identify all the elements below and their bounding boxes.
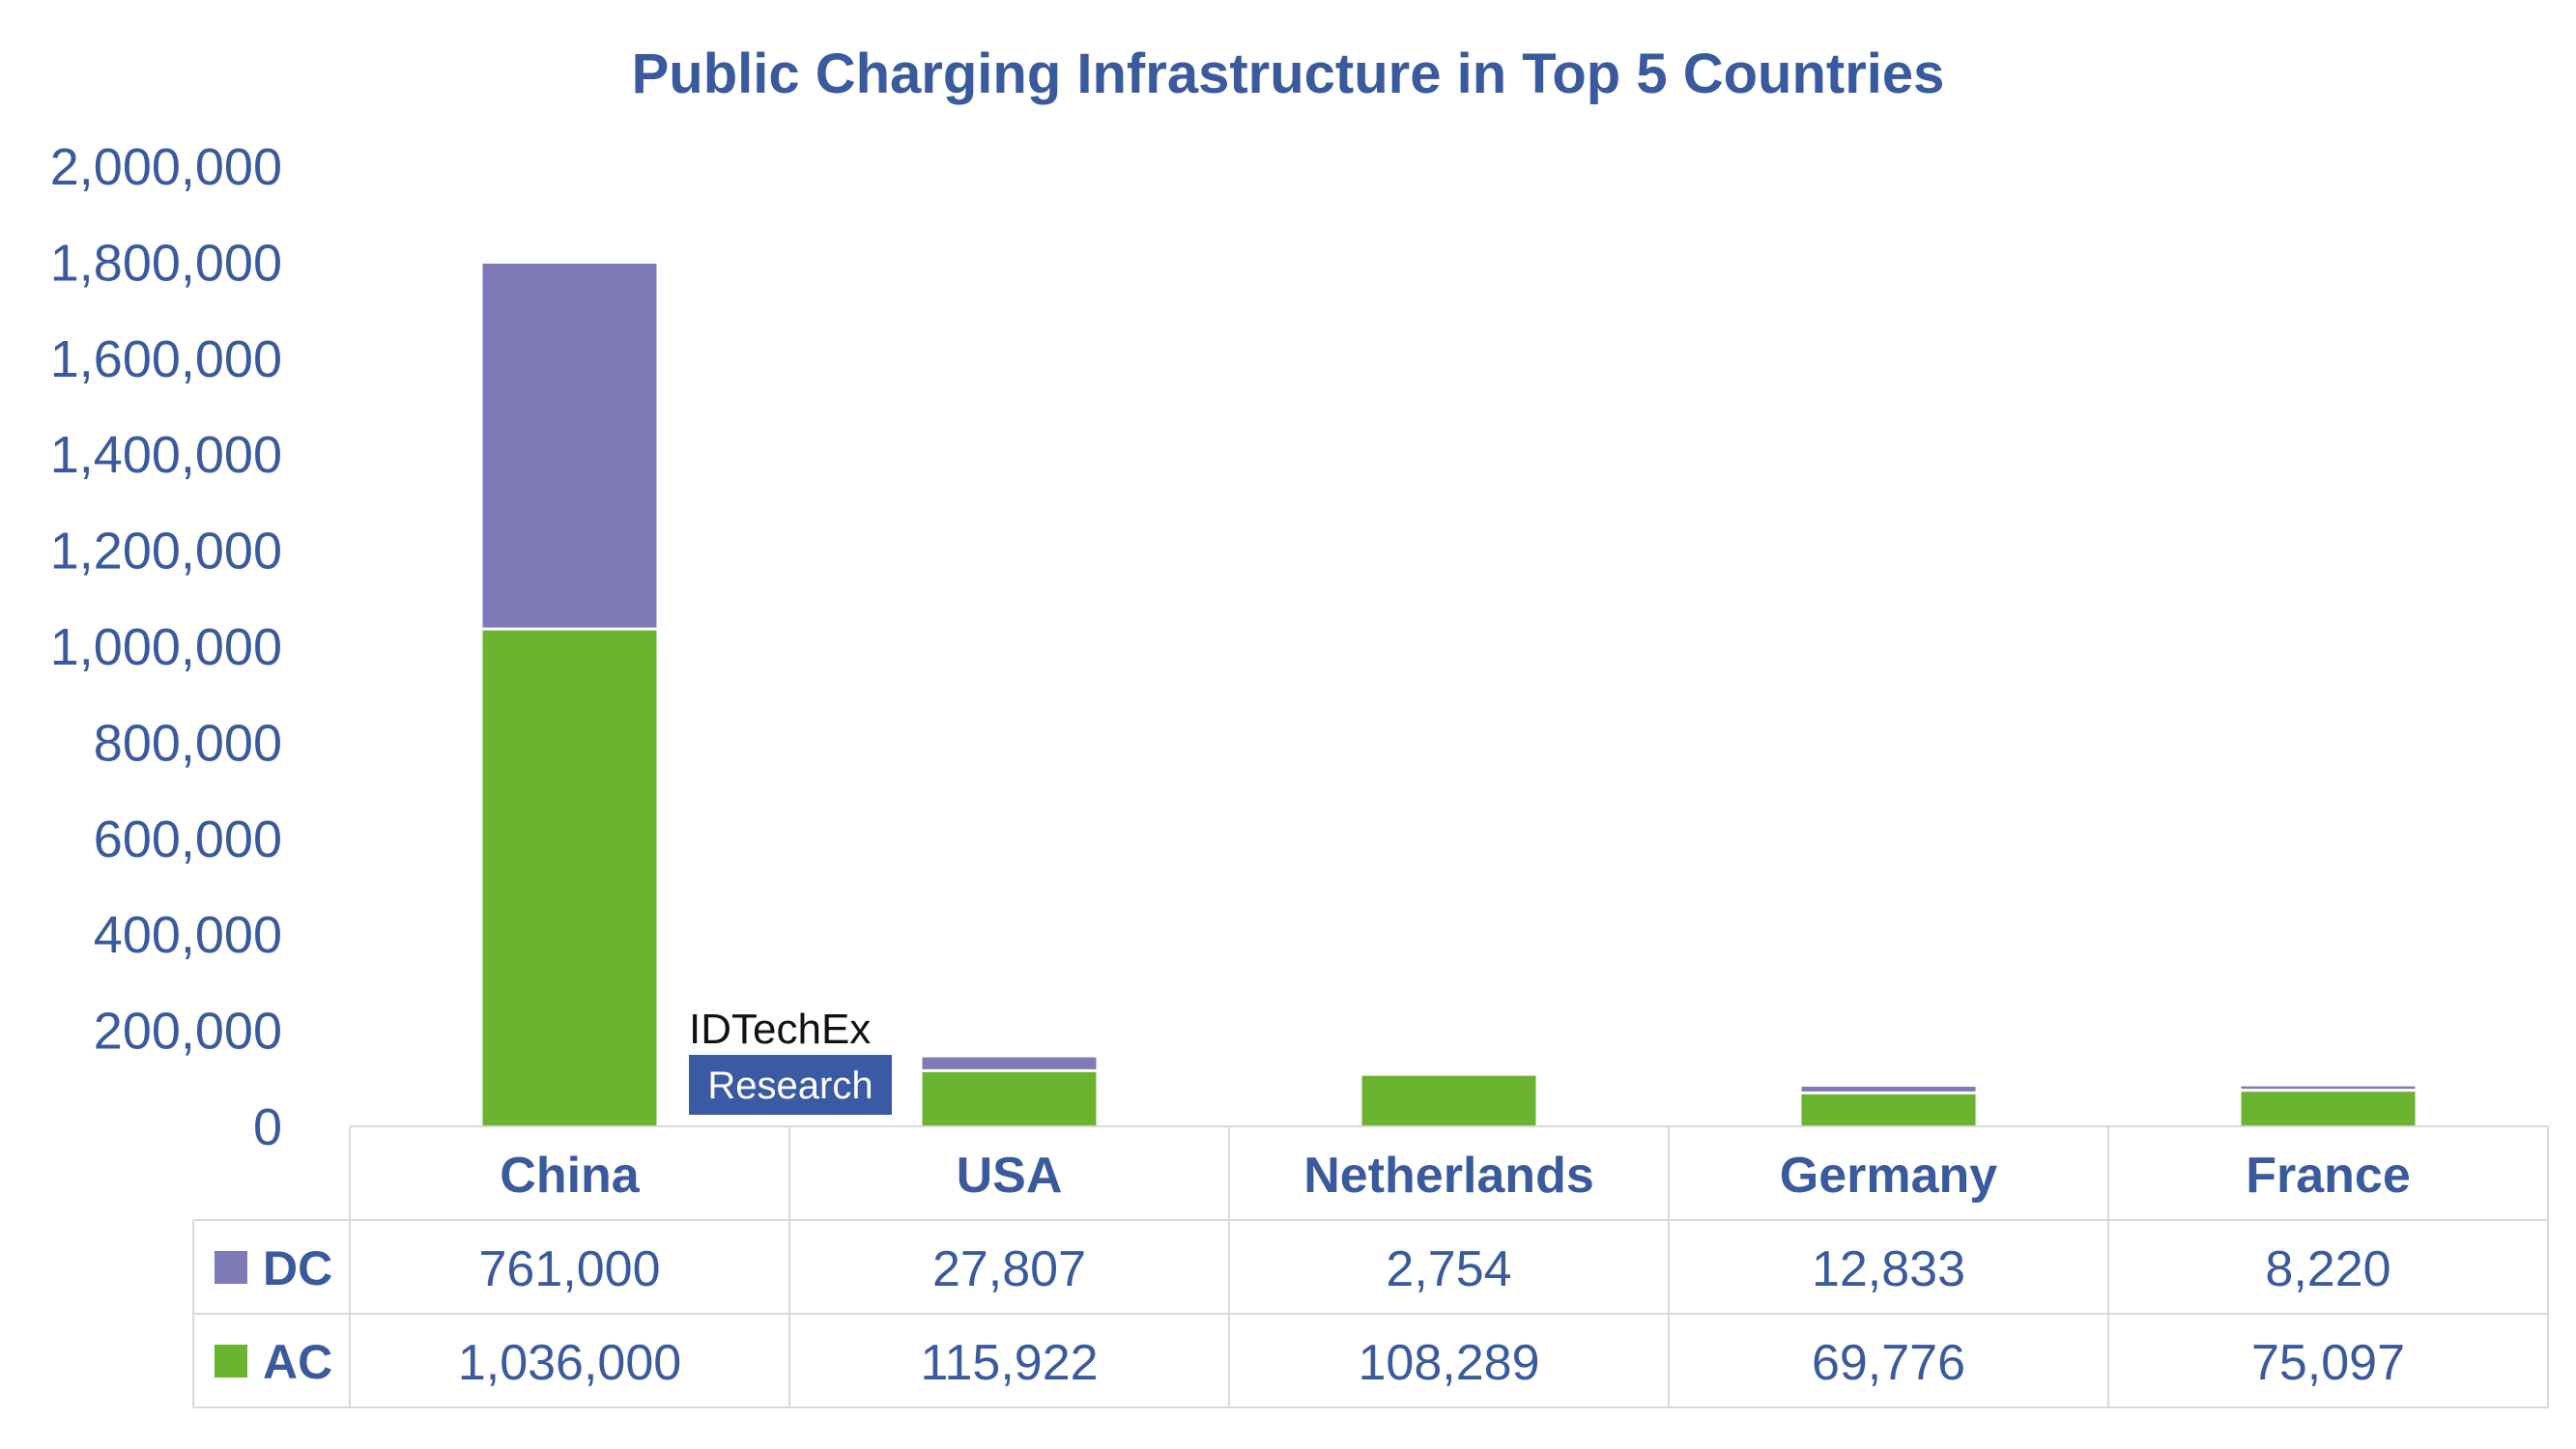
bar-dc-usa	[922, 1057, 1097, 1071]
table-cell-dc: 12,833	[1812, 1241, 1965, 1297]
bar-ac-france	[2241, 1090, 2416, 1126]
category-label: Netherlands	[1303, 1148, 1594, 1204]
y-axis: 0 200,000 400,000 600,000 800,000 1,000,000 1,…	[50, 138, 282, 1156]
data-table: China USA Netherlands Germany France DC 761,00…	[192, 1125, 2549, 1408]
y-tick-label: 1,200,000	[50, 523, 282, 581]
legend-swatch-ac	[215, 1345, 247, 1378]
logo-text-idtechex: IDTechEx	[689, 1006, 871, 1053]
y-tick-label: 400,000	[94, 906, 282, 964]
bar-dc-china	[482, 263, 657, 630]
table-cell-ac: 115,922	[920, 1335, 1098, 1391]
idtechex-logo: IDTechEx Research	[689, 1006, 892, 1115]
bar-ac-germany	[1801, 1093, 1976, 1126]
table-cell-ac: 108,289	[1359, 1335, 1540, 1391]
legend-swatch-dc	[215, 1251, 247, 1284]
table-cell-ac: 75,097	[2251, 1335, 2405, 1391]
table-cell-dc: 8,220	[2265, 1241, 2390, 1297]
bar-ac-netherlands	[1361, 1074, 1536, 1126]
bar-dc-germany	[1801, 1086, 1976, 1094]
legend-label-ac: AC	[263, 1335, 332, 1389]
y-tick-label: 600,000	[94, 810, 282, 868]
legend-label-dc: DC	[263, 1241, 332, 1295]
bar-ac-china	[482, 629, 657, 1126]
bar-ac-usa	[922, 1070, 1097, 1126]
table-cell-dc: 761,000	[479, 1241, 661, 1297]
table-cell-dc: 2,754	[1386, 1241, 1511, 1297]
y-tick-label: 1,800,000	[50, 234, 282, 292]
y-tick-label: 200,000	[94, 1003, 282, 1061]
table-cell-ac: 69,776	[1812, 1335, 1965, 1391]
y-tick-label: 0	[253, 1098, 282, 1156]
table-cell-ac: 1,036,000	[458, 1335, 681, 1391]
category-label: USA	[957, 1148, 1063, 1204]
category-label: France	[2246, 1148, 2411, 1204]
bar-dc-france	[2241, 1086, 2416, 1091]
logo-box	[689, 1055, 892, 1115]
y-tick-label: 800,000	[94, 714, 282, 772]
chart-title: Public Charging Infrastructure in Top 5 …	[632, 43, 1945, 105]
bars	[482, 263, 2416, 1126]
y-tick-label: 1,600,000	[50, 330, 282, 388]
category-label: China	[500, 1148, 641, 1204]
y-tick-label: 1,400,000	[50, 426, 282, 484]
logo-text-research: Research	[707, 1065, 873, 1107]
category-label: Germany	[1780, 1148, 1998, 1204]
table-cell-dc: 27,807	[932, 1241, 1086, 1297]
y-tick-label: 1,000,000	[50, 618, 282, 676]
y-tick-label: 2,000,000	[50, 138, 282, 196]
